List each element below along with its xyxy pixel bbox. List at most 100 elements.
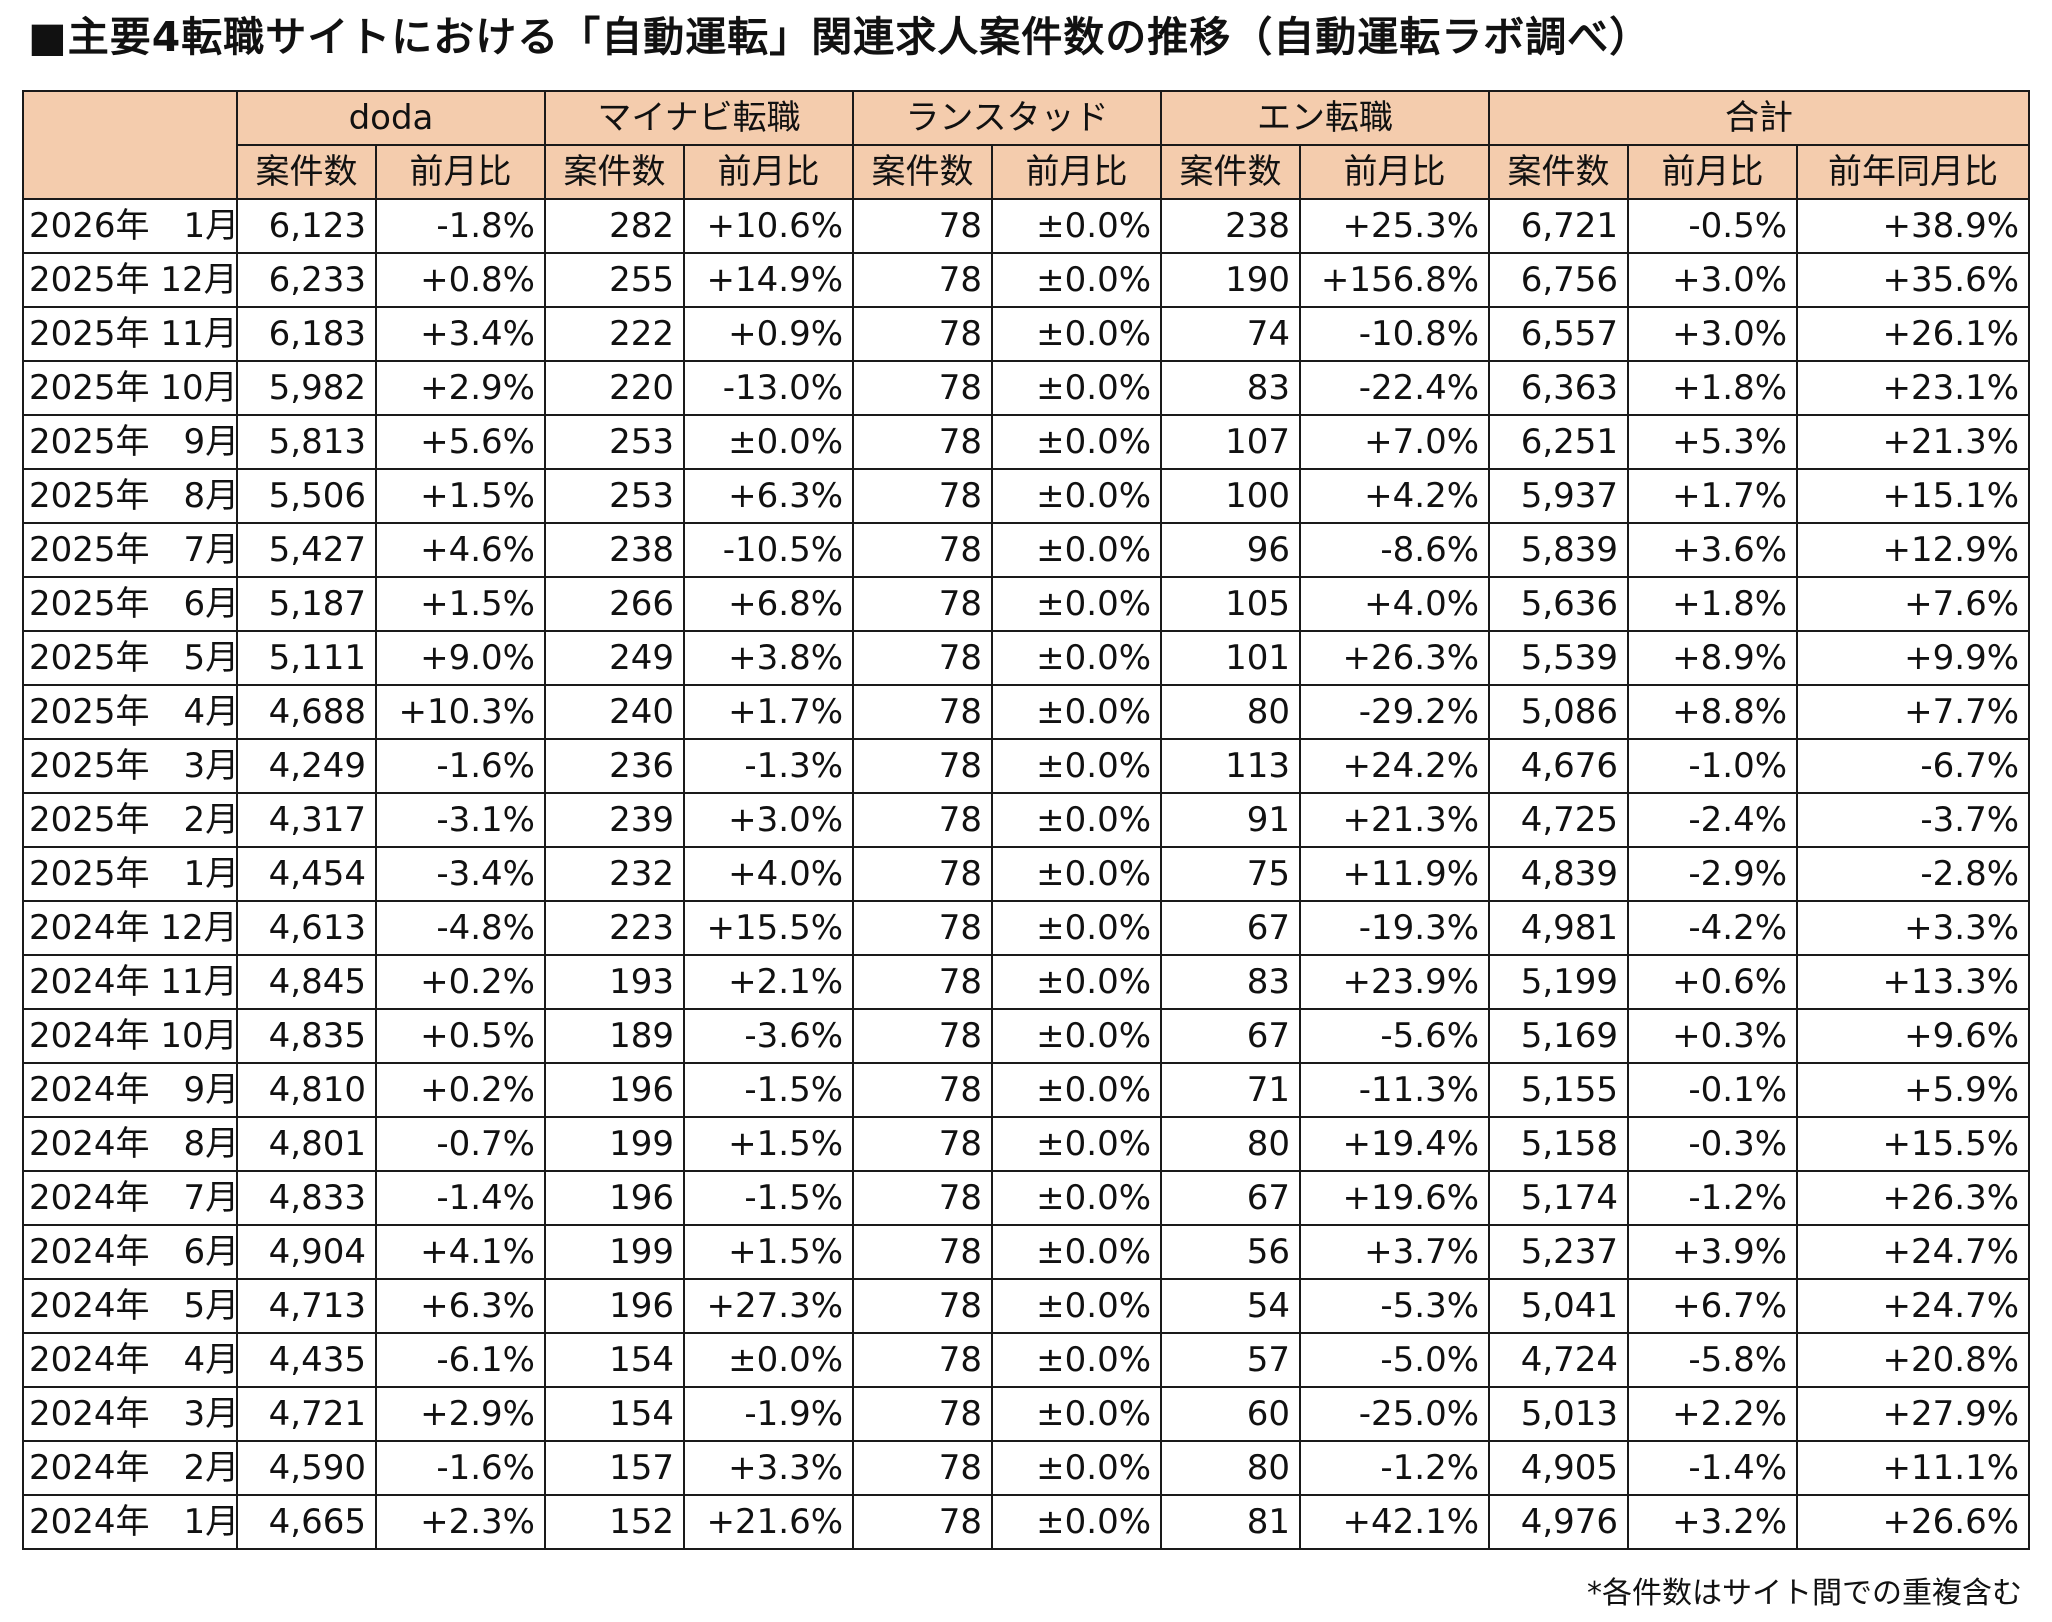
cell-randstad-count: 78 bbox=[852, 1332, 994, 1388]
cell-en-count: 100 bbox=[1160, 468, 1302, 524]
header-mom: 前月比 bbox=[375, 144, 546, 200]
cell-mynavi-count: 154 bbox=[544, 1386, 685, 1442]
cell-total-yoy: +13.3% bbox=[1796, 954, 2031, 1010]
cell-total-count: 5,169 bbox=[1488, 1008, 1630, 1064]
cell-mynavi-count: 232 bbox=[544, 846, 685, 902]
cell-en-count: 57 bbox=[1160, 1332, 1302, 1388]
cell-randstad-mom: ±0.0% bbox=[991, 738, 1163, 794]
cell-total-count: 6,363 bbox=[1488, 360, 1630, 416]
cell-en-mom: -8.6% bbox=[1299, 522, 1491, 578]
cell-mynavi-count: 193 bbox=[544, 954, 685, 1010]
cell-randstad-mom: ±0.0% bbox=[991, 1440, 1163, 1496]
table-row: 2025年 7月 5,427 +4.6% 238 -10.5% 78 ±0.0% 96 -8.6… bbox=[22, 522, 2031, 578]
cell-month: 2024年 6月 bbox=[22, 1224, 238, 1280]
cell-randstad-mom: ±0.0% bbox=[991, 468, 1163, 524]
header-mom: 前月比 bbox=[1627, 144, 1799, 200]
cell-en-count: 101 bbox=[1160, 630, 1302, 686]
cell-total-count: 4,676 bbox=[1488, 738, 1630, 794]
cell-en-mom: -5.6% bbox=[1299, 1008, 1491, 1064]
cell-mynavi-count: 220 bbox=[544, 360, 685, 416]
cell-doda-count: 6,183 bbox=[236, 306, 377, 362]
cell-en-mom: +4.0% bbox=[1299, 576, 1491, 632]
header-yoy: 前年同月比 bbox=[1796, 144, 2031, 200]
cell-randstad-count: 78 bbox=[852, 1062, 994, 1118]
cell-randstad-mom: ±0.0% bbox=[991, 360, 1163, 416]
cell-total-count: 5,041 bbox=[1488, 1278, 1630, 1334]
cell-en-count: 67 bbox=[1160, 1170, 1302, 1226]
cell-doda-mom: +1.5% bbox=[375, 468, 546, 524]
cell-mynavi-count: 253 bbox=[544, 468, 685, 524]
cell-total-count: 4,905 bbox=[1488, 1440, 1630, 1496]
cell-total-yoy: +12.9% bbox=[1796, 522, 2031, 578]
cell-en-count: 105 bbox=[1160, 576, 1302, 632]
cell-randstad-count: 78 bbox=[852, 576, 994, 632]
cell-doda-mom: +0.2% bbox=[375, 1062, 546, 1118]
cell-randstad-mom: ±0.0% bbox=[991, 792, 1163, 848]
header-count: 案件数 bbox=[236, 144, 377, 200]
cell-doda-count: 4,317 bbox=[236, 792, 377, 848]
cell-en-mom: -10.8% bbox=[1299, 306, 1491, 362]
cell-doda-count: 4,249 bbox=[236, 738, 377, 794]
cell-doda-mom: -3.4% bbox=[375, 846, 546, 902]
cell-doda-count: 4,845 bbox=[236, 954, 377, 1010]
cell-total-mom: +6.7% bbox=[1627, 1278, 1799, 1334]
cell-mynavi-mom: +14.9% bbox=[682, 252, 855, 308]
cell-randstad-mom: ±0.0% bbox=[991, 630, 1163, 686]
cell-mynavi-count: 240 bbox=[544, 684, 685, 740]
cell-mynavi-mom: ±0.0% bbox=[682, 414, 855, 470]
header-corner bbox=[22, 90, 238, 200]
table-row: 2024年 5月 4,713 +6.3% 196 +27.3% 78 ±0.0% 54 -5.3… bbox=[22, 1278, 2031, 1334]
cell-total-mom: -5.8% bbox=[1627, 1332, 1799, 1388]
cell-total-mom: -1.0% bbox=[1627, 738, 1799, 794]
cell-doda-mom: +10.3% bbox=[375, 684, 546, 740]
cell-randstad-count: 78 bbox=[852, 1440, 994, 1496]
cell-total-mom: -1.4% bbox=[1627, 1440, 1799, 1496]
cell-total-yoy: +27.9% bbox=[1796, 1386, 2031, 1442]
cell-mynavi-count: 239 bbox=[544, 792, 685, 848]
cell-month: 2024年 11月 bbox=[22, 954, 238, 1010]
cell-randstad-mom: ±0.0% bbox=[991, 306, 1163, 362]
cell-month: 2024年 2月 bbox=[22, 1440, 238, 1496]
cell-doda-mom: +0.2% bbox=[375, 954, 546, 1010]
cell-randstad-count: 78 bbox=[852, 306, 994, 362]
cell-en-mom: +4.2% bbox=[1299, 468, 1491, 524]
cell-randstad-count: 78 bbox=[852, 846, 994, 902]
cell-total-count: 4,839 bbox=[1488, 846, 1630, 902]
cell-mynavi-mom: +4.0% bbox=[682, 846, 855, 902]
cell-en-mom: -22.4% bbox=[1299, 360, 1491, 416]
cell-en-count: 107 bbox=[1160, 414, 1302, 470]
cell-doda-mom: +4.6% bbox=[375, 522, 546, 578]
cell-doda-mom: +3.4% bbox=[375, 306, 546, 362]
table-row: 2024年 1月 4,665 +2.3% 152 +21.6% 78 ±0.0% 81 +42.… bbox=[22, 1494, 2031, 1550]
cell-total-yoy: +26.3% bbox=[1796, 1170, 2031, 1226]
cell-en-count: 80 bbox=[1160, 1116, 1302, 1172]
cell-month: 2025年 12月 bbox=[22, 252, 238, 308]
cell-randstad-mom: ±0.0% bbox=[991, 684, 1163, 740]
cell-randstad-mom: ±0.0% bbox=[991, 954, 1163, 1010]
cell-doda-count: 4,613 bbox=[236, 900, 377, 956]
cell-randstad-count: 78 bbox=[852, 1494, 994, 1550]
cell-randstad-mom: ±0.0% bbox=[991, 522, 1163, 578]
cell-en-mom: +11.9% bbox=[1299, 846, 1491, 902]
cell-total-mom: +2.2% bbox=[1627, 1386, 1799, 1442]
table-row: 2024年 11月 4,845 +0.2% 193 +2.1% 78 ±0.0% 83 +23.… bbox=[22, 954, 2031, 1010]
cell-total-mom: +3.0% bbox=[1627, 252, 1799, 308]
cell-randstad-count: 78 bbox=[852, 252, 994, 308]
table-row: 2025年 5月 5,111 +9.0% 249 +3.8% 78 ±0.0% 101 +26.… bbox=[22, 630, 2031, 686]
cell-randstad-mom: ±0.0% bbox=[991, 1116, 1163, 1172]
cell-en-mom: +42.1% bbox=[1299, 1494, 1491, 1550]
cell-total-mom: +0.6% bbox=[1627, 954, 1799, 1010]
cell-total-count: 6,251 bbox=[1488, 414, 1630, 470]
cell-en-mom: +3.7% bbox=[1299, 1224, 1491, 1280]
header-mom: 前月比 bbox=[1299, 144, 1491, 200]
cell-en-mom: +23.9% bbox=[1299, 954, 1491, 1010]
cell-month: 2025年 3月 bbox=[22, 738, 238, 794]
cell-total-yoy: +15.1% bbox=[1796, 468, 2031, 524]
cell-mynavi-count: 199 bbox=[544, 1116, 685, 1172]
cell-mynavi-count: 238 bbox=[544, 522, 685, 578]
cell-total-mom: -0.5% bbox=[1627, 198, 1799, 254]
cell-en-mom: +21.3% bbox=[1299, 792, 1491, 848]
table-row: 2025年 2月 4,317 -3.1% 239 +3.0% 78 ±0.0% 91 +21.3… bbox=[22, 792, 2031, 848]
cell-total-yoy: +35.6% bbox=[1796, 252, 2031, 308]
cell-doda-mom: +1.5% bbox=[375, 576, 546, 632]
